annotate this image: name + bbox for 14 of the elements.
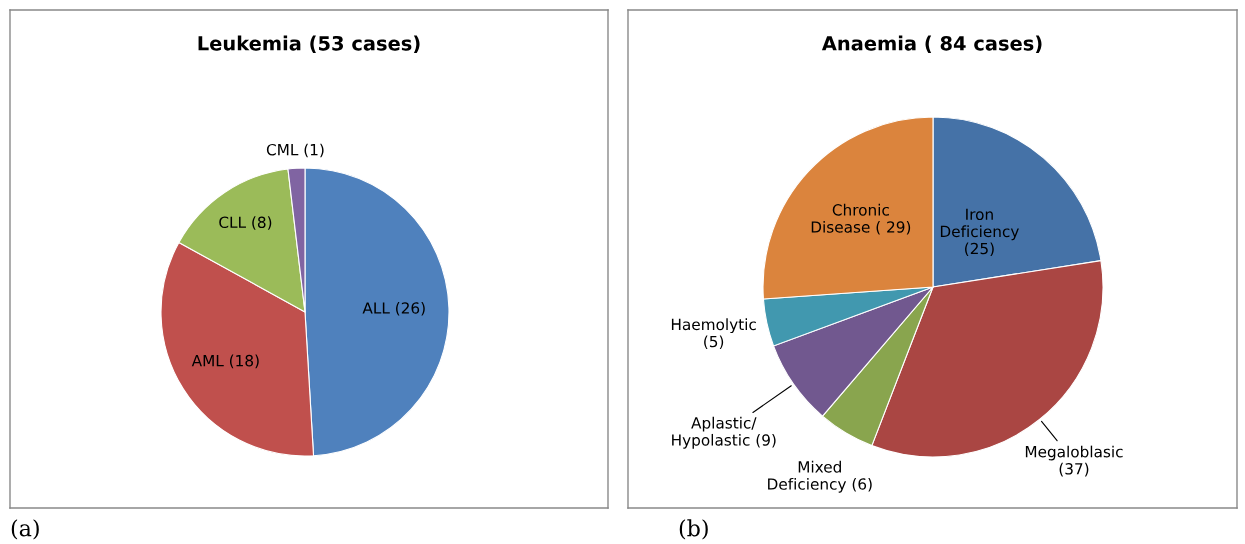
- chart-title: Anaemia ( 84 cases): [821, 35, 1042, 53]
- chart-title: Leukemia (53 cases): [198, 35, 420, 53]
- text: (b): [679, 519, 708, 540]
- slice-label: Chronic Disease ( 29): [811, 203, 911, 235]
- slice-label: CLL (8): [219, 216, 272, 230]
- slice-label: AML (18): [191, 354, 259, 369]
- slice-label: Iron Deficiency (25): [940, 208, 1019, 257]
- slice-label: Megaloblasic (37): [1025, 445, 1123, 477]
- slice-label: Haemolytic (5): [671, 318, 756, 350]
- slice-label: Aplastic/ Hypolastic (9): [672, 416, 776, 449]
- slice-label: ALL (26): [362, 301, 425, 316]
- text: (a): [11, 519, 39, 540]
- slice-label: Mixed Deficiency (6): [768, 460, 872, 493]
- slice-label: CML (1): [266, 143, 324, 158]
